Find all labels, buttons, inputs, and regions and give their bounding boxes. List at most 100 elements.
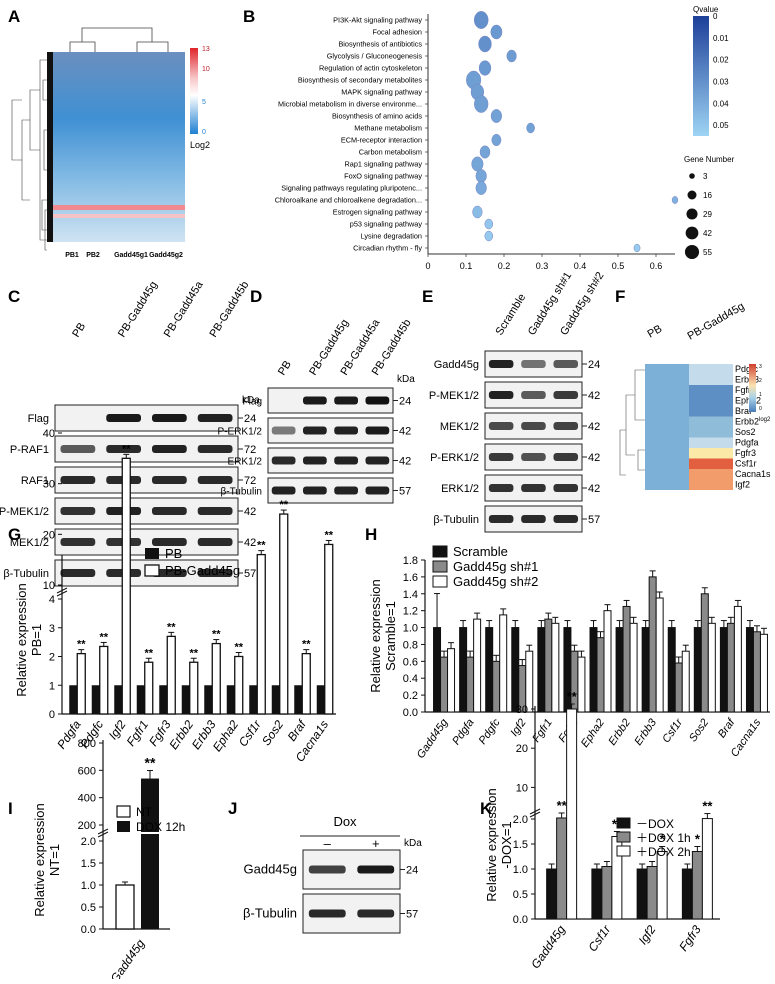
chart-h-legend-label: Gadd45g sh#2 (453, 574, 538, 589)
chart-k-ytick-label: 2.0 (513, 814, 528, 826)
chart-h-bar-sh2 (551, 622, 560, 713)
chart-g-significance: ** (212, 629, 221, 641)
blot-band (151, 476, 187, 484)
chart-h-bar-sh2 (707, 622, 716, 713)
chart-g-bar-pb (204, 685, 213, 714)
chart-g-bar-pb (159, 685, 168, 714)
chart-h-ytick-label: 1.6 (403, 572, 418, 584)
bubble-b-pathway-label: Focal adhesion (373, 28, 423, 37)
chart-h-bar-scramble (537, 627, 546, 713)
blot-band (365, 426, 390, 435)
chart-k-category-label: Csf1r (585, 922, 613, 954)
panel-i: I 0.0 0.5 1.0 1.5 2.0 200 400 600 800 Relative ex… (8, 738, 185, 984)
chart-i-ytick-label: 1.5 (81, 858, 96, 870)
blot-band (488, 391, 514, 399)
blot-band (521, 453, 546, 461)
chart-k-ytick-label: 1.0 (513, 864, 528, 876)
chart-g-bar-gadd45g (301, 652, 311, 715)
heatmap-f-cell-gadd45g (689, 385, 733, 396)
chart-h-ylabel: Scramble=1 (383, 601, 398, 671)
heatmap-f-gene-label: Cacna1s (735, 469, 771, 479)
chart-h-bar-scramble (615, 627, 624, 713)
bubble-b-xticks: 0 0.1 0.2 0.3 0.4 0.5 0.6 (425, 254, 662, 271)
chart-h-bar-sh2 (499, 614, 508, 713)
chart-h-bar-sh1 (492, 660, 501, 713)
gene-number-legend-label: 55 (703, 248, 712, 257)
heatmap-f-gene-label: Epha2 (735, 396, 761, 406)
panel-h: H 0.0 0.2 0.4 0.6 0.8 1.0 1.2 1.4 1.6 1.8 Relative… (365, 525, 770, 761)
heatmap-f-cell-gadd45g (689, 469, 733, 480)
chart-h-bar-sh1 (440, 656, 449, 713)
chart-g-ylabel: PB=1 (29, 624, 44, 656)
gene-number-legend-label: 16 (703, 191, 712, 200)
gene-number-legend-dot (684, 244, 700, 260)
chart-i-ytick-label: 0.0 (81, 924, 96, 936)
blot-band (151, 538, 187, 546)
chart-k-significance: ** (567, 689, 578, 704)
blot-row-label: β-Tubulin (243, 906, 297, 921)
heatmap-f-cell-gadd45g (689, 458, 733, 469)
chart-g-significance: ** (122, 443, 131, 455)
chart-g-significance: ** (234, 642, 243, 654)
blot-lane-label: PB (70, 321, 88, 340)
chart-g-legend-swatch (145, 548, 159, 559)
heatmap-f-cell-pb (645, 458, 689, 469)
blot-band (488, 515, 514, 523)
blot-band (365, 456, 390, 465)
chart-g-bar-pb (114, 685, 123, 714)
blot-lane-label: – (324, 836, 332, 851)
chart-k-ylabel: Relative expression (484, 788, 499, 901)
chart-g-bar-pb (294, 685, 303, 714)
bubble-b-pathway-label: ECM-receptor interaction (341, 136, 422, 145)
blot-marker-label: 42 (588, 390, 600, 402)
heatmap-a-red-band (53, 205, 185, 210)
heatmap-f-gene-label: Braf (735, 406, 752, 416)
chart-h-legend-swatch (432, 560, 448, 573)
heatmap-f-cell-gadd45g (689, 364, 733, 375)
chart-h-ytick-label: 1.2 (403, 606, 418, 618)
chart-g-bar-gadd45g (324, 543, 334, 715)
chart-h-category-label: Pdgfa (450, 717, 476, 747)
heatmap-f-scale (749, 364, 756, 412)
panel-j: J Dox – + kDa Gadd45g 24 β-Tubulin 57 (228, 799, 422, 934)
blot-band (488, 360, 514, 368)
chart-g-ytick-label: 20 (43, 529, 55, 541)
panel-letter-f: F (615, 287, 625, 306)
blot-marker-label: 42 (244, 537, 256, 549)
blot-row-label: β-Tubulin (220, 487, 262, 498)
chart-g-ytick-label: 2 (49, 652, 55, 664)
gene-number-legend-dot (687, 190, 697, 200)
blot-band (488, 422, 514, 430)
chart-k-ytick-label: 1.5 (513, 839, 528, 851)
chart-h-bar-scramble (589, 627, 598, 713)
bubble-b-xtick-label: 0.4 (574, 261, 587, 271)
chart-h-bar-sh1 (596, 637, 605, 713)
chart-h-bar-sh1 (466, 656, 475, 713)
heatmap-f-scale-tick: 2 (759, 378, 762, 384)
blot-lane-label: PB-Gadd45a (162, 279, 206, 340)
bubble-b-pathway-label: Estrogen signaling pathway (333, 208, 423, 217)
gene-number-legend-dot (685, 226, 699, 240)
chart-g-bar-pb (249, 685, 258, 714)
bubble-b-point (526, 122, 535, 134)
chart-k-category-label: Fgfr3 (676, 922, 704, 953)
gene-number-legend-dot (689, 173, 695, 179)
gene-number-legend: 3 16 29 42 55 (684, 172, 712, 260)
heatmap-f-col-pb: PB (646, 323, 665, 341)
chart-h-category-label: Erbb3 (632, 716, 659, 748)
bubble-b-pathway-label: Lysine degradation (361, 232, 422, 241)
chart-k-legend-label: ＋DOX 2h (636, 845, 691, 859)
heatmap-f-cell-gadd45g (689, 427, 733, 438)
heatmap-f-scale-label: log2 (759, 417, 771, 423)
chart-g-significance: ** (189, 647, 198, 659)
chart-h-bar-sh1 (726, 622, 735, 713)
chart-h-bar-sh2 (629, 622, 638, 713)
chart-h-bar-sh1 (544, 618, 553, 713)
heatmap-f-cell-pb (645, 406, 689, 417)
bubble-b-point (484, 230, 494, 242)
qvalue-ticks: 0 0.01 0.02 0.03 0.04 0.05 (713, 12, 729, 130)
heatmap-f-cell-pb (645, 364, 689, 375)
blot-marker-label: 42 (399, 426, 411, 438)
blot-kda-label: kDa (404, 838, 422, 849)
blot-band (197, 414, 233, 422)
